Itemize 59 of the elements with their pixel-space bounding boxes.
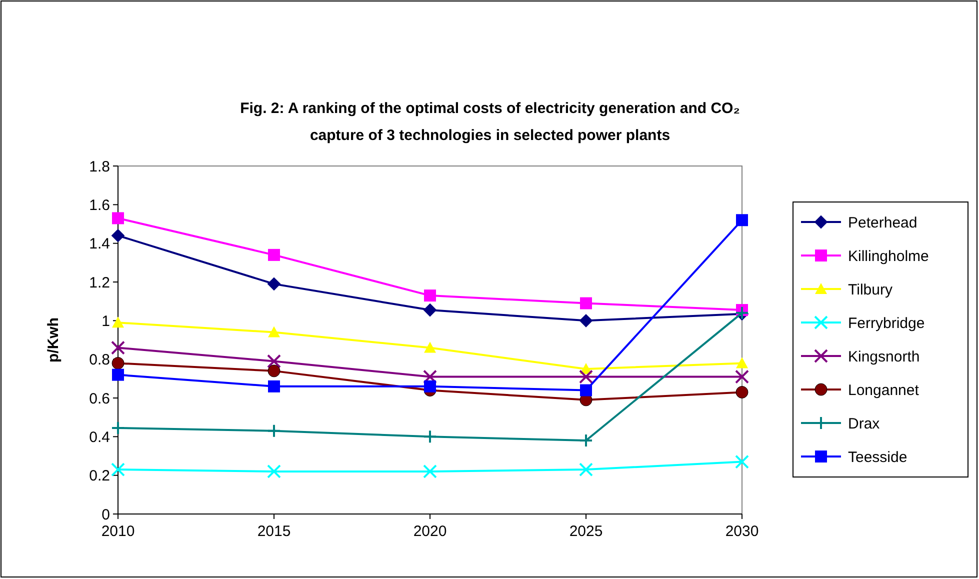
- point: [736, 357, 748, 368]
- point: [423, 430, 437, 444]
- point: [268, 380, 280, 392]
- point: [268, 277, 280, 290]
- y-tick-label: 0: [102, 506, 110, 524]
- point: [735, 370, 749, 384]
- x-tick-label: 2015: [257, 523, 291, 540]
- y-tick-label: 1.2: [89, 274, 110, 292]
- point: [580, 384, 592, 396]
- point: [424, 304, 436, 317]
- x-tick-label: 2025: [569, 523, 603, 540]
- point: [267, 464, 281, 478]
- point: [423, 370, 437, 384]
- point: [112, 368, 124, 381]
- point: [423, 464, 437, 478]
- point: [112, 229, 124, 242]
- legend-label: Tilbury: [848, 281, 893, 298]
- legend-label: Teesside: [848, 448, 908, 466]
- point: [424, 290, 436, 302]
- y-tick-label: 0.8: [89, 352, 110, 369]
- point: [112, 356, 124, 370]
- x-tick-label: 2020: [413, 523, 447, 540]
- legend-label: Peterhead: [848, 214, 918, 232]
- x-tick-label: 2030: [725, 523, 759, 540]
- point: [111, 462, 125, 477]
- legend-label: Killingholme: [848, 248, 929, 265]
- point: [736, 386, 748, 398]
- y-tick-label: 0.4: [89, 428, 110, 446]
- point: [580, 297, 592, 310]
- y-tick-label: 1.8: [89, 158, 110, 176]
- legend-label: Drax: [848, 415, 880, 432]
- point: [112, 212, 124, 224]
- point: [424, 380, 436, 392]
- chart-title: Fig. 2: A ranking of the optimal costs of electricity generation and CO₂ capture of 3 technologies in selected power plants: [240, 100, 740, 144]
- x-tick-label: 2010: [101, 523, 135, 540]
- point: [111, 340, 125, 355]
- point: [579, 462, 593, 477]
- point: [268, 248, 280, 261]
- legend-label: Ferrybridge: [848, 314, 925, 332]
- point: [580, 314, 592, 328]
- point: [579, 370, 593, 384]
- point: [267, 424, 281, 438]
- point: [268, 326, 280, 338]
- point: [424, 342, 436, 353]
- y-tick-label: 1.6: [89, 196, 110, 214]
- y-tick-label: 0.6: [89, 390, 110, 408]
- point: [735, 454, 749, 469]
- y-axis-title: p/Kwh: [45, 318, 62, 362]
- legend-label: Kingsnorth: [848, 348, 920, 366]
- legend-label: Longannet: [848, 382, 920, 399]
- point: [579, 434, 593, 448]
- point: [111, 420, 125, 435]
- y-tick-label: 1: [102, 312, 110, 330]
- point: [268, 364, 280, 378]
- point: [112, 316, 124, 328]
- point: [736, 214, 748, 226]
- y-tick-label: 0.2: [89, 468, 110, 485]
- y-tick-label: 1.4: [89, 236, 110, 253]
- point: [267, 354, 281, 368]
